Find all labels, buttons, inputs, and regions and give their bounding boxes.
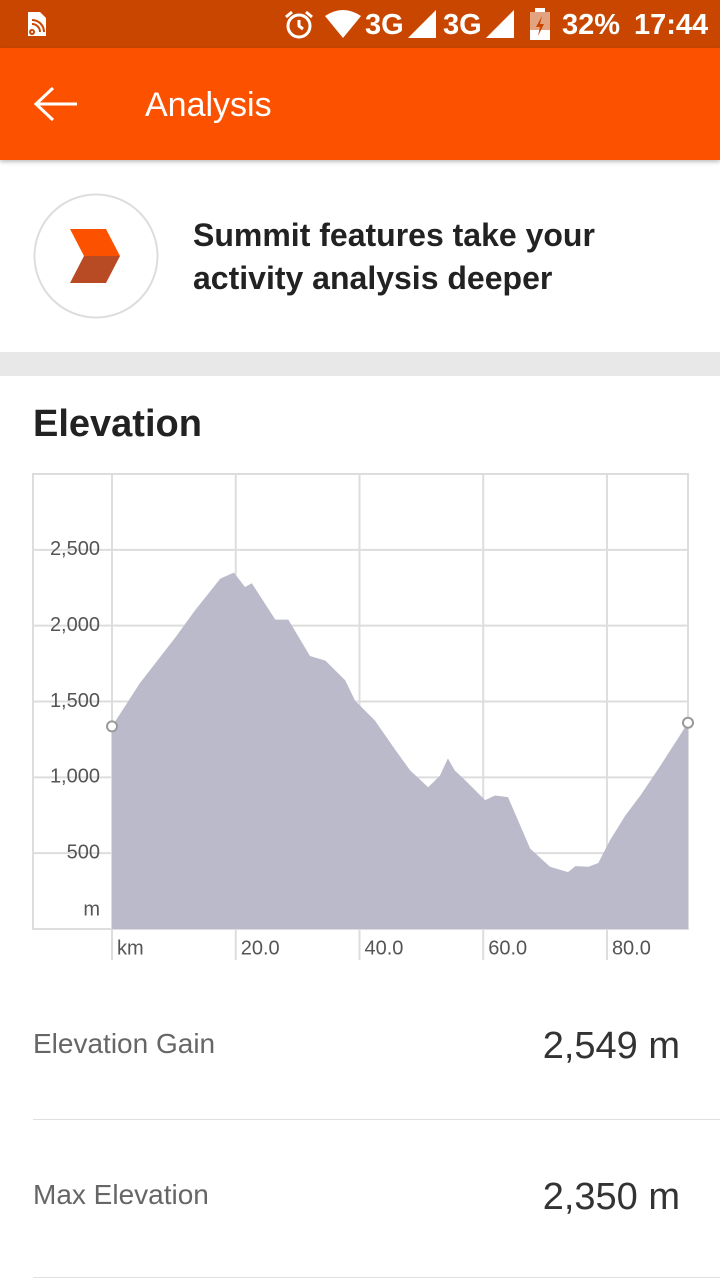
y-tick-label: 1,000 (50, 766, 100, 788)
stat-value: 2,350 m (542, 1176, 680, 1218)
y-tick-label: 500 (67, 841, 100, 863)
x-tick-label: 40.0 (364, 937, 403, 959)
promo-text[interactable]: Summit features take your activity analy… (193, 217, 595, 296)
y-tick-label: 2,000 (50, 614, 100, 636)
battery-icon (530, 8, 550, 40)
app-bar: Analysis (0, 48, 720, 160)
y-tick-label: 2,500 (50, 538, 100, 560)
stat-label: Max Elevation (33, 1179, 209, 1210)
section-separator (0, 352, 720, 376)
chart-title: Elevation (33, 403, 202, 445)
x-tick-label: km (117, 937, 144, 959)
clock: 17:44 (634, 9, 709, 41)
x-tick-label: 20.0 (241, 937, 280, 959)
endpoint-marker (106, 720, 118, 733)
summit-logo[interactable] (33, 193, 159, 319)
signal-icon (486, 10, 514, 38)
endpoint-marker (682, 716, 694, 729)
signal-icon (408, 10, 436, 38)
wifi-icon (325, 10, 361, 38)
divider (33, 1277, 720, 1278)
stat-value: 2,549 m (542, 1025, 680, 1067)
screen-title: Analysis (145, 86, 272, 124)
battery-label: 32% (562, 9, 621, 41)
y-tick-label: m (83, 898, 100, 920)
alarm-icon (285, 10, 313, 39)
stat-label: Elevation Gain (33, 1028, 216, 1059)
network-label: 3G (443, 9, 482, 41)
x-tick-label: 60.0 (488, 937, 527, 959)
y-tick-label: 1,500 (50, 690, 100, 712)
elevation-chart: m 500 1,000 1,500 2,000 2,500 km 20.0 40.0 60.0 80… (32, 473, 694, 960)
network-label: 3G (365, 9, 404, 41)
notification-icon (28, 12, 46, 36)
x-tick-label: 80.0 (612, 937, 651, 959)
status-bar: 3G 3G 32% 17:44 (0, 0, 720, 48)
back-button[interactable] (33, 86, 79, 122)
elevation-area (112, 572, 688, 929)
divider (33, 1119, 720, 1120)
